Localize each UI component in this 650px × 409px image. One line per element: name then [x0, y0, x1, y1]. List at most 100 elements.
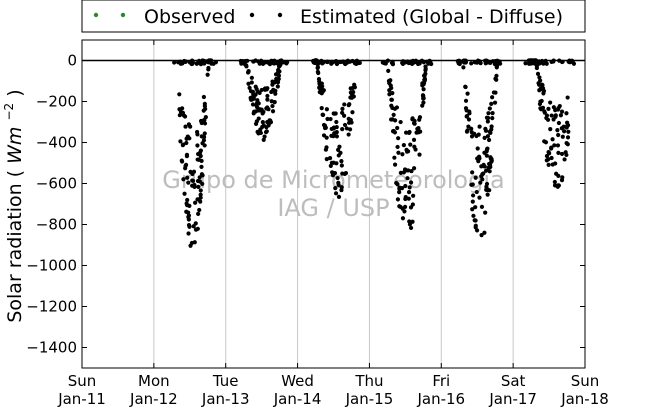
- x-tick-label-date: Jan-17: [488, 390, 537, 408]
- estimated-point: [256, 101, 261, 106]
- estimated-point: [534, 63, 539, 68]
- estimated-point: [559, 109, 565, 114]
- estimated-point: [485, 146, 490, 151]
- estimated-point: [485, 134, 491, 139]
- estimated-point: [482, 135, 487, 140]
- estimated-point: [336, 182, 341, 188]
- estimated-point: [201, 94, 206, 100]
- estimated-point: [203, 106, 208, 112]
- estimated-point: [339, 159, 344, 164]
- estimated-point: [539, 86, 544, 91]
- estimated-point: [172, 60, 177, 65]
- estimated-point: [396, 150, 401, 155]
- estimated-point: [546, 149, 551, 155]
- estimated-point: [265, 93, 270, 99]
- legend-marker-estimated: [249, 12, 255, 18]
- estimated-point: [562, 129, 567, 134]
- estimated-point: [392, 106, 397, 111]
- estimated-point: [319, 106, 324, 111]
- estimated-point: [480, 177, 485, 182]
- estimated-point: [551, 58, 556, 63]
- estimated-point: [275, 84, 280, 89]
- estimated-point: [395, 181, 400, 187]
- estimated-point: [389, 97, 395, 102]
- estimated-point: [421, 100, 426, 105]
- estimated-point: [182, 191, 187, 196]
- gridlines: [153, 40, 514, 368]
- estimated-point: [323, 125, 328, 130]
- estimated-point: [487, 169, 492, 174]
- estimated-point: [246, 81, 251, 86]
- estimated-point: [393, 118, 398, 123]
- y-tick-label: −400: [36, 134, 77, 152]
- estimated-point: [333, 186, 338, 191]
- estimated-point: [557, 58, 562, 63]
- y-axis-label-open-paren: (: [4, 170, 26, 177]
- estimated-point: [200, 181, 205, 186]
- estimated-point: [548, 127, 553, 132]
- estimated-point: [184, 136, 189, 141]
- plot-background: [82, 40, 585, 368]
- estimated-point: [486, 165, 491, 170]
- estimated-point: [196, 157, 201, 162]
- estimated-point: [406, 190, 412, 195]
- x-tick-label-date: Jan-18: [560, 390, 609, 408]
- estimated-point: [336, 194, 342, 200]
- estimated-point: [569, 58, 575, 63]
- estimated-point: [184, 140, 189, 146]
- x-tick-label-day: Thu: [354, 372, 383, 390]
- estimated-point: [324, 145, 329, 150]
- estimated-point: [558, 113, 564, 118]
- estimated-point: [324, 107, 329, 112]
- estimated-point: [389, 85, 394, 91]
- estimated-point: [190, 178, 196, 183]
- estimated-point: [250, 89, 255, 94]
- estimated-point: [487, 106, 492, 111]
- estimated-point: [403, 183, 408, 189]
- estimated-point: [490, 111, 495, 116]
- y-axis-label-close-paren: ): [4, 89, 26, 96]
- estimated-point: [189, 240, 195, 246]
- estimated-point: [423, 68, 428, 73]
- estimated-point: [473, 175, 478, 180]
- estimated-point: [253, 92, 258, 97]
- estimated-point: [545, 117, 551, 122]
- estimated-point: [471, 213, 476, 218]
- estimated-point: [552, 183, 558, 188]
- estimated-point: [423, 64, 428, 69]
- estimated-point: [483, 168, 489, 173]
- estimated-point: [183, 162, 189, 167]
- estimated-point: [330, 173, 336, 178]
- estimated-point: [559, 126, 564, 131]
- estimated-point: [421, 87, 426, 92]
- estimated-point: [265, 60, 271, 65]
- estimated-point: [479, 164, 484, 169]
- estimated-point: [483, 126, 488, 131]
- estimated-point: [327, 156, 333, 161]
- estimated-point: [244, 63, 249, 68]
- x-tick-label-date: Jan-14: [273, 390, 322, 408]
- estimated-point: [489, 127, 494, 132]
- estimated-point: [489, 124, 494, 129]
- estimated-point: [489, 159, 494, 164]
- estimated-point: [340, 106, 345, 111]
- estimated-point: [546, 162, 551, 167]
- estimated-point: [177, 92, 182, 97]
- estimated-point: [554, 171, 559, 176]
- estimated-point: [391, 112, 396, 117]
- estimated-point: [320, 84, 325, 89]
- estimated-point: [198, 148, 203, 153]
- y-tick-label: −600: [36, 175, 77, 193]
- estimated-point: [238, 58, 243, 64]
- estimated-point: [406, 130, 412, 135]
- estimated-point: [556, 120, 561, 126]
- x-tick-label-day: Fri: [432, 372, 450, 390]
- watermark-line: Grupo de Micrometeorologia: [162, 166, 504, 194]
- estimated-point: [560, 175, 565, 180]
- estimated-point: [331, 111, 336, 116]
- estimated-point: [548, 100, 553, 105]
- estimated-point: [484, 186, 490, 192]
- estimated-point: [402, 204, 408, 210]
- estimated-point: [400, 216, 406, 221]
